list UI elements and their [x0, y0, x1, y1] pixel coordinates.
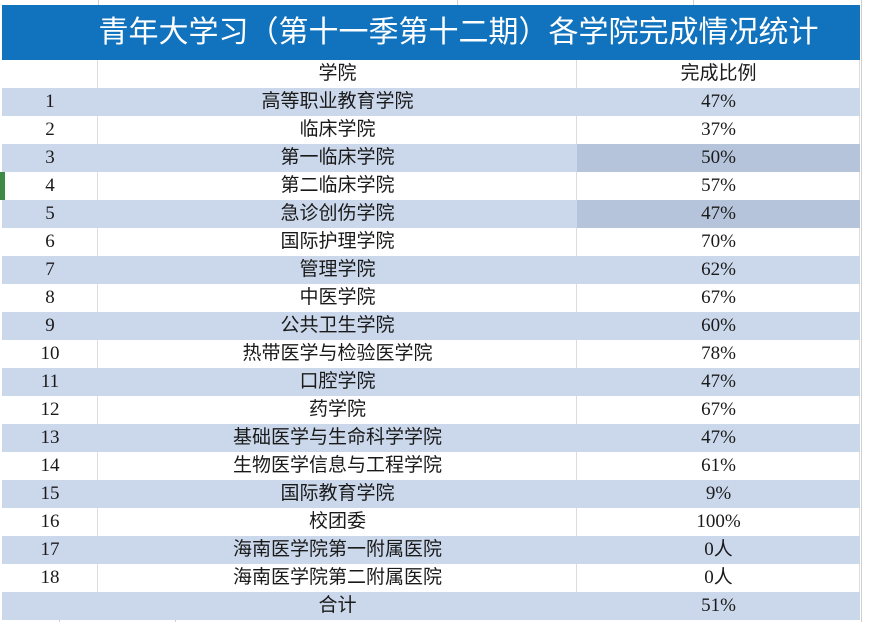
value-cell[interactable]: 67% [577, 284, 860, 312]
college-cell[interactable]: 热带医学与检验医学院 [98, 340, 577, 368]
college-cell[interactable]: 高等职业教育学院 [261, 91, 414, 112]
table-row: 3 第一临床学院 50% [2, 144, 860, 172]
college-cell[interactable]: 中医学院 [98, 284, 577, 312]
value-cell[interactable]: 47% [701, 371, 736, 392]
value-cell[interactable]: 0人 [704, 539, 733, 560]
table-row: 16 校团委 100% [2, 508, 860, 536]
college-cell[interactable]: 急诊创伤学院 [280, 203, 395, 224]
row-number-cell[interactable]: 11 [40, 371, 60, 392]
value-cell[interactable]: 0人 [577, 564, 860, 592]
row-number-cell[interactable]: 9 [45, 315, 55, 336]
row-number-cell[interactable]: 14 [2, 452, 98, 480]
table-row: 2 临床学院 37% [2, 116, 860, 144]
gridline [457, 0, 458, 5]
row-number-cell[interactable]: 7 [45, 259, 55, 280]
college-cell[interactable]: 第二临床学院 [98, 172, 577, 200]
college-cell[interactable]: 公共卫生学院 [280, 315, 395, 336]
college-column-header[interactable]: 学院 [98, 60, 577, 88]
row-number-cell[interactable]: 13 [40, 427, 60, 448]
table-body: 1 高等职业教育学院 47% 2 临床学院 37% 3 第一临床学院 50% 4 第二临床学院 57%… [0, 88, 860, 592]
college-cell[interactable]: 基础医学与生命科学学院 [232, 427, 442, 448]
table-row: 7 管理学院 62% [2, 256, 860, 284]
table-row: 12 药学院 67% [2, 396, 860, 424]
total-row: 合计 51% [2, 592, 860, 620]
table-row: 15 国际教育学院 9% [2, 480, 860, 508]
college-cell[interactable]: 国际教育学院 [280, 483, 395, 504]
gridline [175, 620, 176, 622]
row-number-cell[interactable]: 17 [40, 539, 60, 560]
table-row: 4 第二临床学院 57% [0, 172, 860, 200]
row-number-cell[interactable]: 18 [2, 564, 98, 592]
stats-table: 学院 完成比例 1 高等职业教育学院 47% 2 临床学院 37% 3 第一临床学院 50% 4 第… [0, 60, 860, 622]
college-cell[interactable]: 药学院 [98, 396, 577, 424]
row-number-cell[interactable]: 12 [2, 396, 98, 424]
value-cell[interactable]: 37% [577, 116, 860, 144]
right-grid-strip [861, 0, 871, 622]
value-cell[interactable]: 60% [701, 315, 736, 336]
table-row: 8 中医学院 67% [2, 284, 860, 312]
table-row: 6 国际护理学院 70% [2, 228, 860, 256]
row-number-cell[interactable]: 8 [2, 284, 98, 312]
corner-cell[interactable] [2, 60, 98, 88]
value-cell[interactable]: 47% [577, 200, 860, 228]
row-number-cell[interactable]: 4 [2, 172, 98, 200]
table-row: 13 基础医学与生命科学学院 47% [2, 424, 860, 452]
value-cell[interactable]: 100% [577, 508, 860, 536]
row-number-cell[interactable]: 15 [40, 483, 60, 504]
value-cell[interactable]: 70% [577, 228, 860, 256]
college-cell[interactable]: 临床学院 [98, 116, 577, 144]
row-number-cell[interactable]: 5 [45, 203, 55, 224]
college-cell[interactable]: 海南医学院第二附属医院 [98, 564, 577, 592]
college-cell[interactable]: 校团委 [98, 508, 577, 536]
gridline [59, 620, 60, 622]
row-number-cell[interactable]: 10 [2, 340, 98, 368]
value-cell[interactable]: 9% [705, 483, 732, 504]
row-number-cell[interactable]: 16 [2, 508, 98, 536]
gridline [98, 0, 99, 5]
row-number-cell[interactable]: 2 [2, 116, 98, 144]
gridline [693, 0, 694, 5]
value-cell[interactable]: 50% [577, 144, 860, 172]
table-row: 9 公共卫生学院 60% [2, 312, 860, 340]
bottom-grid-strip [2, 620, 860, 622]
table-row: 11 口腔学院 47% [2, 368, 860, 396]
table-row: 1 高等职业教育学院 47% [2, 88, 860, 116]
row-number-cell[interactable]: 1 [45, 91, 55, 112]
total-value-cell[interactable]: 51% [701, 595, 736, 616]
green-row-marker [0, 172, 5, 200]
title-cell[interactable]: 青年大学习（第十一季第十二期）各学院完成情况统计 [2, 5, 860, 60]
table-row: 17 海南医学院第一附属医院 0人 [2, 536, 860, 564]
total-number-cell[interactable] [2, 592, 98, 620]
header-row: 学院 完成比例 [2, 60, 860, 88]
table-row: 10 热带医学与检验医学院 78% [2, 340, 860, 368]
value-cell[interactable]: 57% [577, 172, 860, 200]
total-label-cell[interactable]: 合计 [318, 595, 357, 616]
college-cell[interactable]: 海南医学院第一附属医院 [232, 539, 442, 560]
table-row: 14 生物医学信息与工程学院 61% [2, 452, 860, 480]
row-number-cell[interactable]: 3 [45, 147, 55, 168]
top-grid-strip [0, 0, 871, 5]
value-cell[interactable]: 62% [701, 259, 736, 280]
table-row: 5 急诊创伤学院 47% [2, 200, 860, 228]
row-number-cell[interactable]: 6 [2, 228, 98, 256]
college-cell[interactable]: 口腔学院 [299, 371, 376, 392]
college-cell[interactable]: 国际护理学院 [98, 228, 577, 256]
value-cell[interactable]: 61% [577, 452, 860, 480]
table-row: 18 海南医学院第二附属医院 0人 [2, 564, 860, 592]
value-cell[interactable]: 78% [577, 340, 860, 368]
college-cell[interactable]: 生物医学信息与工程学院 [98, 452, 577, 480]
college-cell[interactable]: 第一临床学院 [280, 147, 395, 168]
value-cell[interactable]: 47% [701, 427, 736, 448]
ratio-column-header[interactable]: 完成比例 [577, 60, 860, 88]
value-cell[interactable]: 67% [577, 396, 860, 424]
college-cell[interactable]: 管理学院 [299, 259, 376, 280]
value-cell[interactable]: 47% [701, 91, 736, 112]
